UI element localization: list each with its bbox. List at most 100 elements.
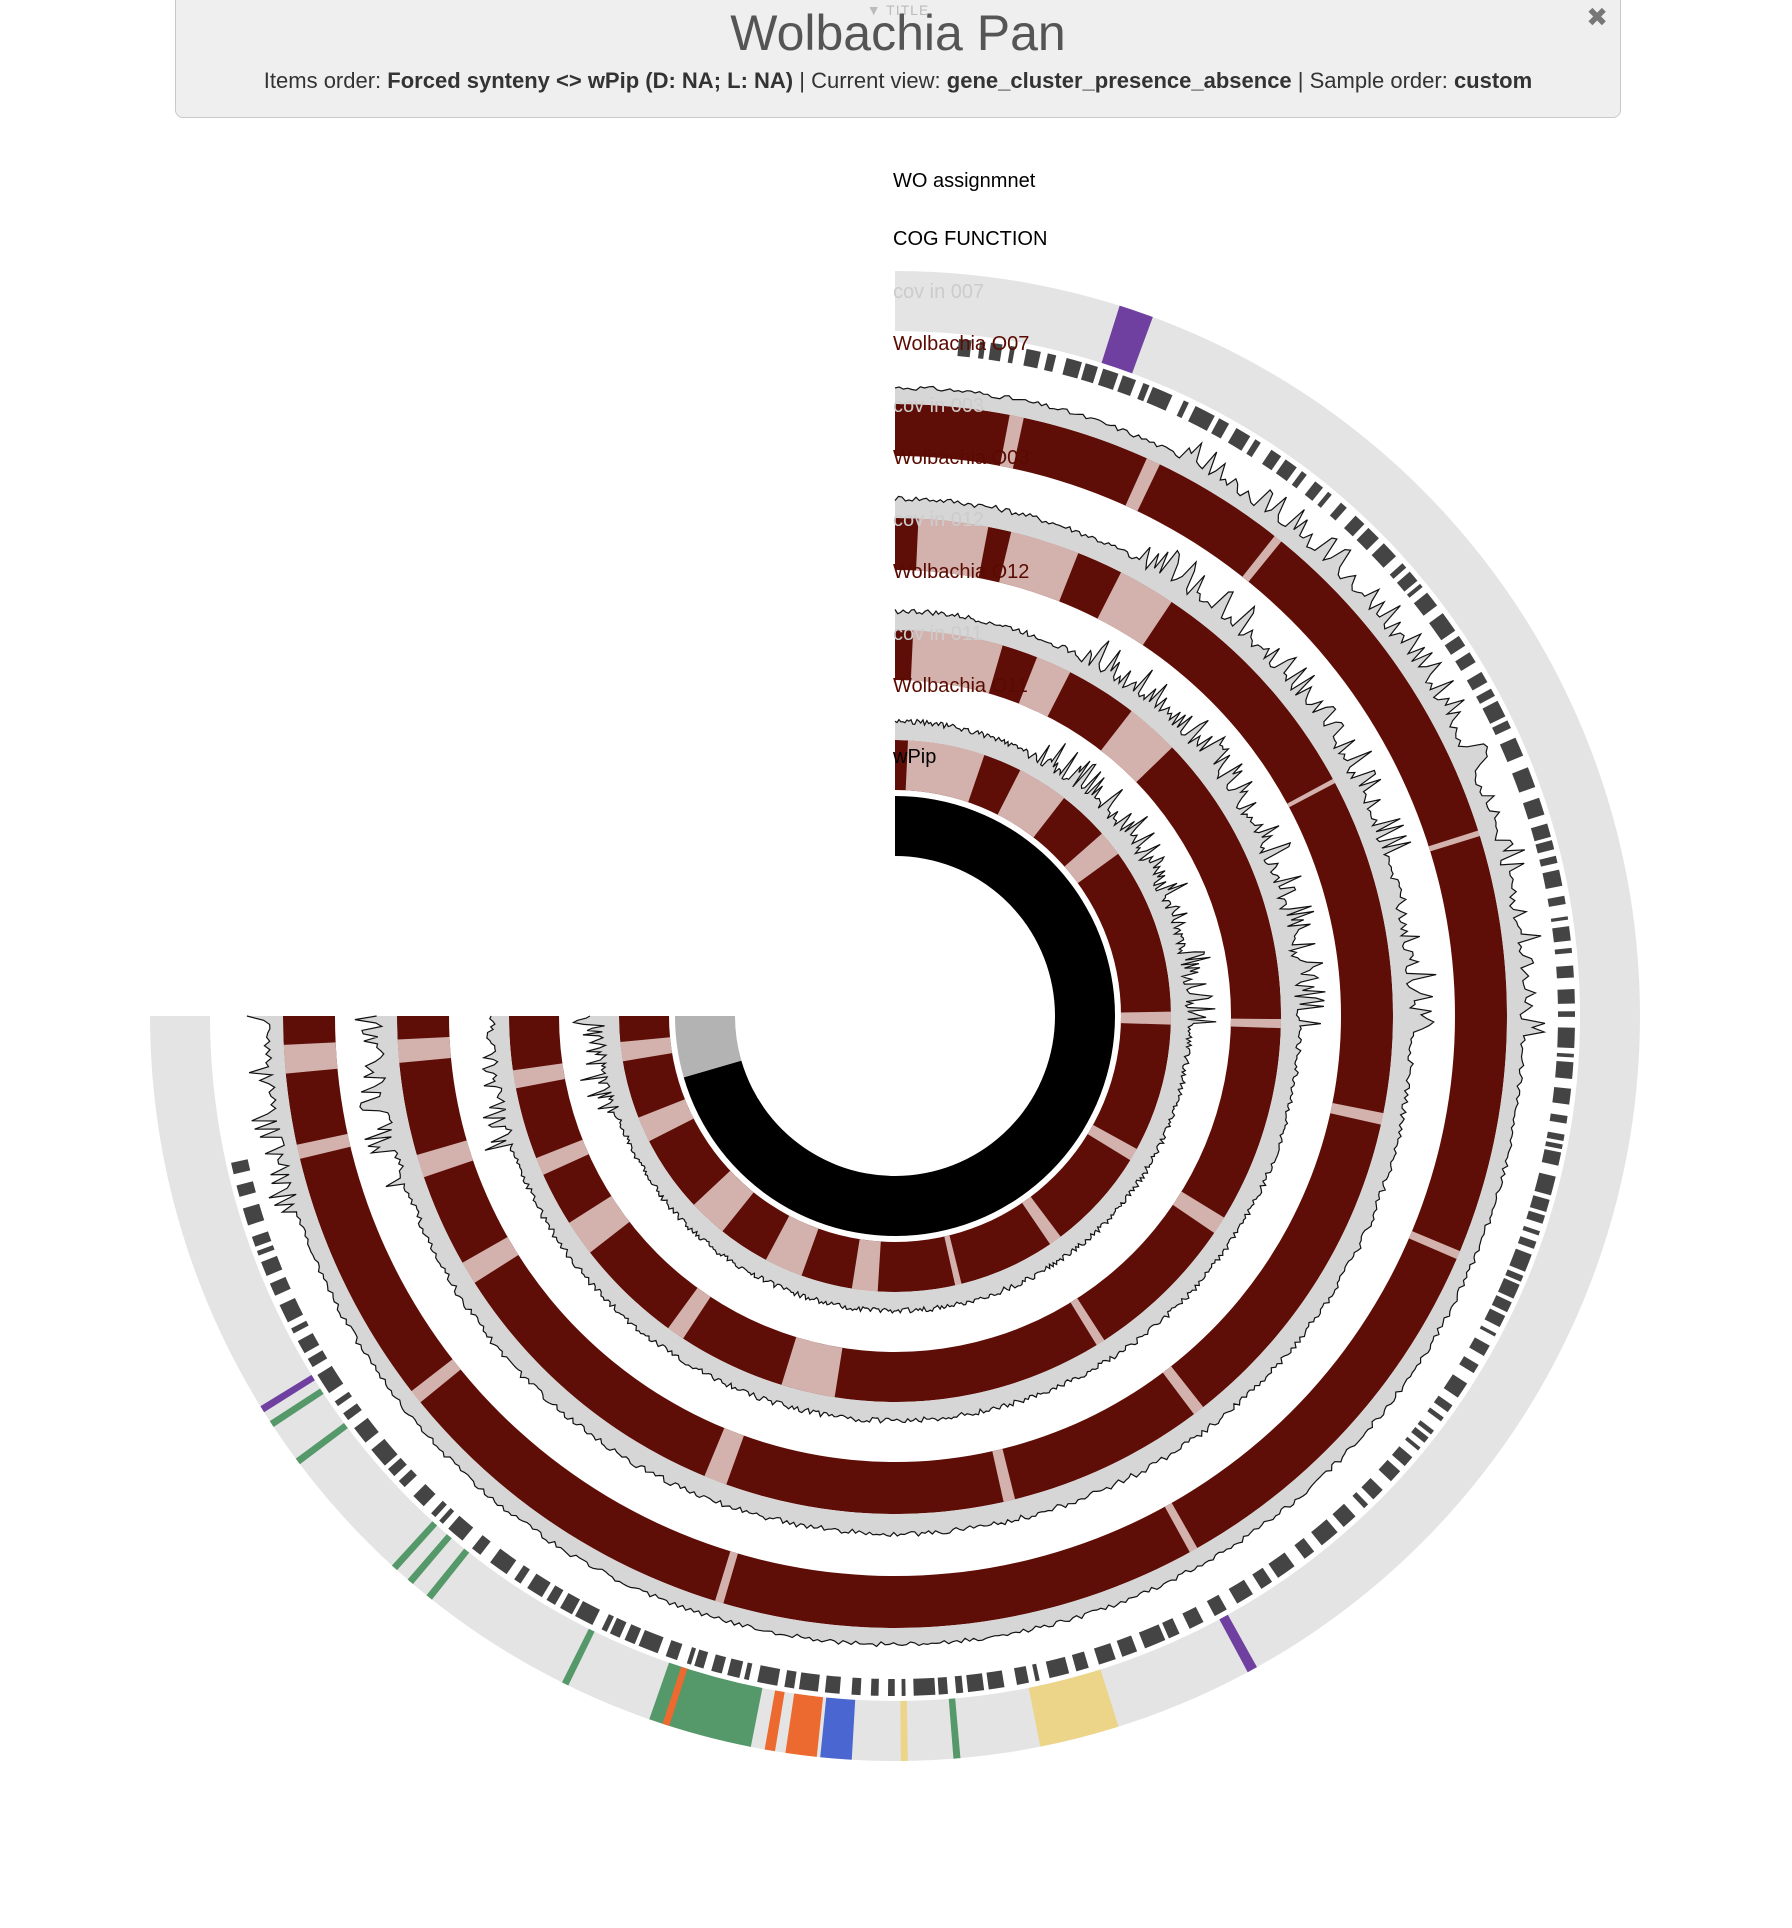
wo-assignment-mark[interactable] [820,1697,856,1760]
cog-function-bar[interactable] [1522,1225,1541,1236]
cog-function-bar[interactable] [1211,418,1230,439]
cog-function-bar[interactable] [1459,1356,1479,1374]
cog-function-bar[interactable] [413,1484,436,1507]
wo-assignment-mark[interactable] [1219,1614,1257,1673]
absence-segment[interactable] [1125,458,1160,512]
cog-function-bar[interactable] [1547,895,1566,907]
wo-assignment-mark[interactable] [426,1548,470,1600]
absence-segment[interactable] [416,1140,474,1178]
cog-function-bar[interactable] [1405,1436,1421,1451]
title-toggle[interactable]: ▼ TITLE [866,2,930,18]
cog-function-bar[interactable] [1433,1395,1453,1413]
absence-segment[interactable] [693,1170,754,1232]
absence-segment[interactable] [715,1551,738,1604]
absence-segment[interactable] [512,1063,565,1089]
cog-function-bar[interactable] [1552,1086,1572,1105]
cog-function-bar[interactable] [1479,1325,1497,1337]
cog-function-bar[interactable] [1557,1011,1576,1017]
wo-assignment-mark[interactable] [662,1666,688,1726]
cog-function-bar[interactable] [1361,1477,1383,1500]
cog-function-bar[interactable] [236,1181,256,1197]
cog-function-bar[interactable] [371,1438,398,1466]
cog-function-bar[interactable] [1455,652,1476,672]
cog-function-bar[interactable] [1252,1567,1273,1589]
cog-function-bar[interactable] [711,1654,727,1674]
cog-function-bar[interactable] [1492,720,1511,736]
cog-function-bar[interactable] [1343,515,1365,537]
absence-segment[interactable] [411,1359,461,1403]
cog-function-bar[interactable] [1228,1579,1253,1604]
cog-function-bar[interactable] [431,1500,447,1518]
cog-function-bar[interactable] [1556,965,1574,979]
wo-assignment-mark[interactable] [269,1388,324,1427]
cog-function-bar[interactable] [1329,502,1347,521]
cog-function-bar[interactable] [1498,1278,1520,1299]
cog-function-bar[interactable] [1444,635,1466,655]
cog-function-bar[interactable] [1406,583,1423,598]
wpip-ring-alt[interactable] [675,1016,742,1078]
cog-function-bar[interactable] [1499,737,1524,763]
cog-function-bar[interactable] [242,1203,265,1226]
cog-function-bar[interactable] [1262,449,1282,471]
cog-function-bar[interactable] [757,1665,781,1686]
cog-function-bar[interactable] [1509,1248,1532,1272]
wo-assignment-mark[interactable] [900,1700,908,1761]
cog-function-bar[interactable] [575,1601,600,1625]
cog-function-bar[interactable] [1291,471,1307,489]
absence-segment[interactable] [1064,833,1119,884]
absence-segment[interactable] [296,1133,351,1159]
absence-segment[interactable] [999,414,1024,469]
cog-function-bar[interactable] [1268,1552,1295,1578]
cog-function-bar[interactable] [977,341,986,359]
cog-function-bar[interactable] [1443,1374,1468,1398]
cog-function-bar[interactable] [398,1469,417,1488]
absence-segment[interactable] [462,1236,519,1283]
wo-assignment-mark[interactable] [785,1693,824,1757]
absence-segment[interactable] [1070,1298,1105,1346]
cog-function-bar[interactable] [1413,592,1438,616]
cog-function-bar[interactable] [1482,700,1506,724]
wo-assignment-mark[interactable] [948,1698,961,1759]
cog-function-bar[interactable] [1304,481,1324,501]
cog-function-bar[interactable] [694,1649,709,1669]
cog-function-bar[interactable] [870,1678,879,1696]
cog-function-bar[interactable] [851,1677,862,1696]
absence-segment[interactable] [1097,572,1172,646]
wpip-ring[interactable] [683,796,1115,1236]
cog-function-bar[interactable] [269,1276,291,1296]
absence-segment[interactable] [569,1196,630,1253]
cog-function-bar[interactable] [901,1678,906,1696]
cog-function-bar[interactable] [1542,869,1563,889]
cog-function-bar[interactable] [1206,1594,1227,1617]
wo-assignment-mark[interactable] [764,1690,785,1752]
cog-function-bar[interactable] [1062,358,1082,379]
cog-function-bar[interactable] [1541,1149,1562,1166]
close-icon[interactable]: ✖ [1586,2,1608,32]
layer-rings[interactable] [150,271,1640,1761]
absence-segment[interactable] [851,1239,881,1292]
cog-function-bar[interactable] [1534,1172,1556,1196]
wo-assignment-mark[interactable] [391,1521,438,1571]
cog-function-bar[interactable] [1162,1618,1180,1639]
cog-function-bar[interactable] [1411,1426,1429,1443]
cog-function-bar[interactable] [1071,1651,1089,1672]
cog-function-bar[interactable] [798,1672,820,1692]
cog-function-bar[interactable] [1013,1665,1030,1685]
layer-label-o07[interactable]: Wolbachia O07 [893,333,1029,355]
absence-segment[interactable] [1230,1018,1281,1029]
cog-function-bar[interactable] [1529,1195,1550,1213]
cog-function-bar[interactable] [1545,1141,1563,1150]
cog-function-bar[interactable] [1045,1656,1070,1679]
cog-function-bar[interactable] [1484,1308,1506,1328]
absence-segment[interactable] [1120,1011,1171,1025]
cog-function-bar[interactable] [1093,1643,1116,1665]
cog-function-bar[interactable] [1378,1459,1401,1482]
cog-function-bar[interactable] [1517,1236,1537,1249]
cog-function-bar[interactable] [261,1255,283,1276]
absence-segment[interactable] [1018,657,1071,717]
cog-function-bar[interactable] [1023,348,1041,369]
absence-segment[interactable] [765,1215,819,1276]
cog-function-bar[interactable] [1429,613,1456,641]
cog-function-bar[interactable] [1505,1269,1524,1282]
